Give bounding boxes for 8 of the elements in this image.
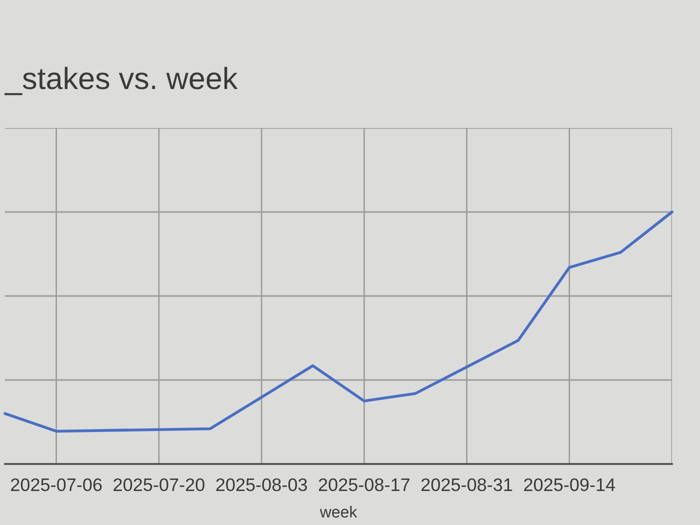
x-axis-title: week [320, 506, 358, 518]
x-tick-label: 2025-08-31 [422, 478, 512, 492]
x-tick-label: 2025-08-03 [216, 478, 307, 492]
x-tick-label: 2025-09-14 [524, 478, 616, 492]
chart-title: _stakes vs. week [4, 66, 238, 96]
x-tick-label: 2025-07-20 [114, 478, 204, 492]
x-tick-label: 2025-08-17 [318, 478, 410, 492]
x-tick-label: 2025-07-06 [11, 478, 102, 492]
